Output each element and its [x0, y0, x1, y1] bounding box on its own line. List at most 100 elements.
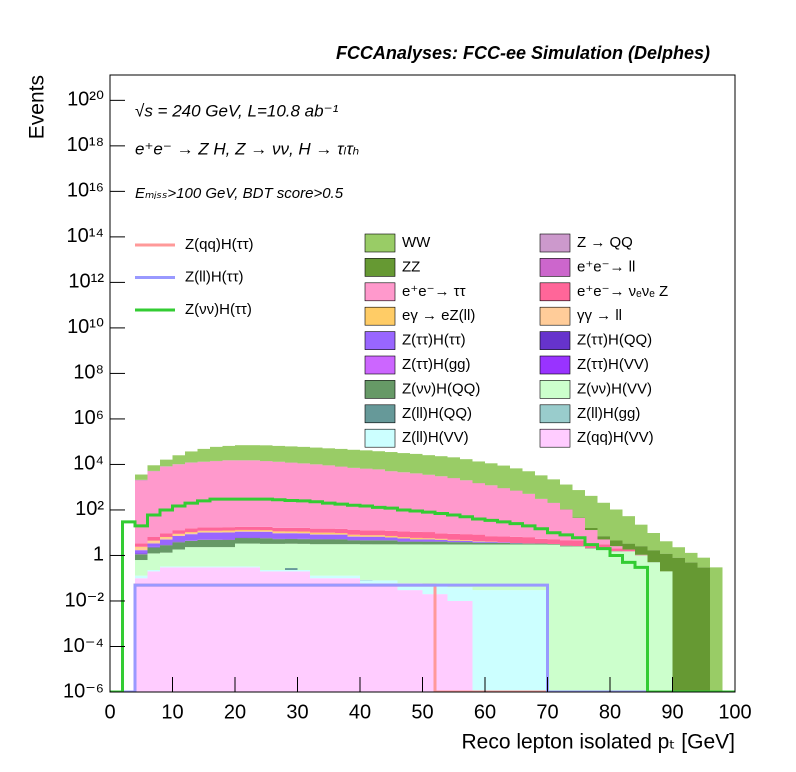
histogram-bar — [297, 463, 310, 528]
histogram-bar — [347, 544, 360, 576]
histogram-bar — [210, 461, 223, 528]
y-tick-label: 10¹⁰ — [67, 316, 104, 338]
legend-label: γγ → ll — [577, 307, 622, 324]
histogram-bar — [385, 585, 398, 692]
histogram-bar — [210, 531, 223, 533]
histogram-bar — [497, 544, 510, 591]
histogram-bar — [272, 533, 285, 539]
histogram-bar — [210, 446, 223, 461]
histogram-bar — [360, 580, 373, 586]
legend-label: Z(ll)H(gg) — [577, 405, 640, 422]
histogram-bar — [160, 566, 173, 568]
y-tick-label: 10²⁰ — [67, 89, 104, 111]
histogram-bar — [247, 526, 260, 530]
histogram-bar — [410, 541, 423, 545]
histogram-bar — [222, 566, 235, 568]
histogram-bar — [472, 534, 485, 542]
x-tick-label: 0 — [104, 701, 115, 723]
histogram-bar — [422, 544, 435, 586]
histogram-bar — [372, 580, 385, 586]
histogram-bar — [185, 462, 198, 529]
histogram-bar — [185, 451, 198, 463]
histogram-bar — [197, 448, 210, 462]
histogram-bar — [285, 446, 298, 463]
histogram-bar — [222, 445, 235, 461]
histogram-bar — [460, 459, 473, 481]
histogram-bar — [397, 590, 410, 692]
histogram-bar — [210, 567, 223, 692]
histogram-bar — [447, 533, 460, 540]
histogram-bar — [260, 461, 273, 527]
histogram-bar — [285, 531, 298, 533]
legend-label: ZZ — [402, 258, 420, 275]
histogram-bar — [235, 543, 248, 567]
y-tick-label: 10⁻⁴ — [63, 635, 104, 657]
histogram-bar — [197, 566, 210, 568]
histogram-bar — [422, 585, 435, 595]
histogram-bar — [610, 509, 623, 541]
x-tick-label: 60 — [474, 701, 496, 723]
annotation: Eₘᵢₛₛ>100 GeV, BDT score>0.5 — [135, 185, 344, 202]
y-tick-label: 10² — [75, 498, 104, 520]
histogram-bar — [572, 490, 585, 518]
histogram-bar — [472, 544, 485, 591]
histogram-bar — [347, 575, 360, 579]
histogram-bar — [247, 538, 260, 544]
histogram-bar — [297, 531, 310, 533]
y-axis-label: Events — [26, 75, 49, 139]
histogram-bar — [147, 543, 160, 547]
histogram-bar — [172, 566, 185, 568]
histogram-bar — [522, 471, 535, 494]
histogram-bar — [360, 450, 373, 469]
histogram-bar — [185, 533, 198, 535]
y-tick-label: 10⁶ — [74, 407, 104, 429]
histogram-bar — [485, 544, 498, 591]
histogram-bar — [635, 524, 648, 547]
histogram-bar — [385, 540, 398, 545]
histogram-bar — [435, 594, 448, 692]
histogram-bar — [672, 547, 685, 558]
histogram-bar — [310, 532, 323, 535]
histogram-bar — [622, 516, 635, 544]
histogram-bar — [397, 537, 410, 539]
histogram-bar — [347, 536, 360, 541]
histogram-bar — [535, 590, 548, 692]
histogram-bar — [160, 536, 173, 538]
histogram-bar — [335, 534, 348, 540]
histogram-bar — [272, 532, 285, 534]
histogram-bar — [197, 531, 210, 533]
histogram-bar — [410, 473, 423, 532]
legend-swatch — [364, 258, 396, 277]
y-tick-label: 10¹⁴ — [67, 225, 105, 247]
legend-swatch — [364, 306, 396, 326]
histogram-bar — [285, 569, 298, 572]
histogram-bar — [222, 460, 235, 528]
histogram-bar — [222, 532, 235, 540]
histogram-bar — [135, 550, 148, 554]
histogram-bar — [472, 542, 485, 545]
histogram-bar — [397, 472, 410, 532]
histogram-bar — [685, 562, 698, 692]
histogram-bar — [272, 569, 285, 572]
histogram-bar — [435, 476, 448, 534]
histogram-bar — [485, 536, 498, 542]
histogram-bar — [372, 544, 385, 581]
histogram-bar — [247, 566, 260, 568]
histogram-bar — [547, 502, 560, 540]
histogram-bar — [547, 544, 560, 692]
histogram-bar — [497, 536, 510, 543]
histogram-bar — [585, 548, 598, 692]
histogram-bar — [422, 474, 435, 533]
y-tick-label: 10¹⁶ — [67, 180, 104, 202]
x-tick-label: 80 — [599, 701, 621, 723]
histogram-bar — [360, 585, 373, 692]
histogram-bar — [372, 585, 385, 692]
histogram-bar — [472, 461, 485, 484]
histogram-bar — [310, 544, 323, 576]
histogram-bar — [535, 498, 548, 539]
histogram-bar — [185, 567, 198, 692]
annotation: √s = 240 GeV, L=10.8 ab⁻¹ — [135, 101, 339, 120]
histogram-bar — [585, 528, 598, 531]
legend-label: Z(νν)H(QQ) — [402, 380, 480, 397]
histogram-bar — [222, 527, 235, 531]
